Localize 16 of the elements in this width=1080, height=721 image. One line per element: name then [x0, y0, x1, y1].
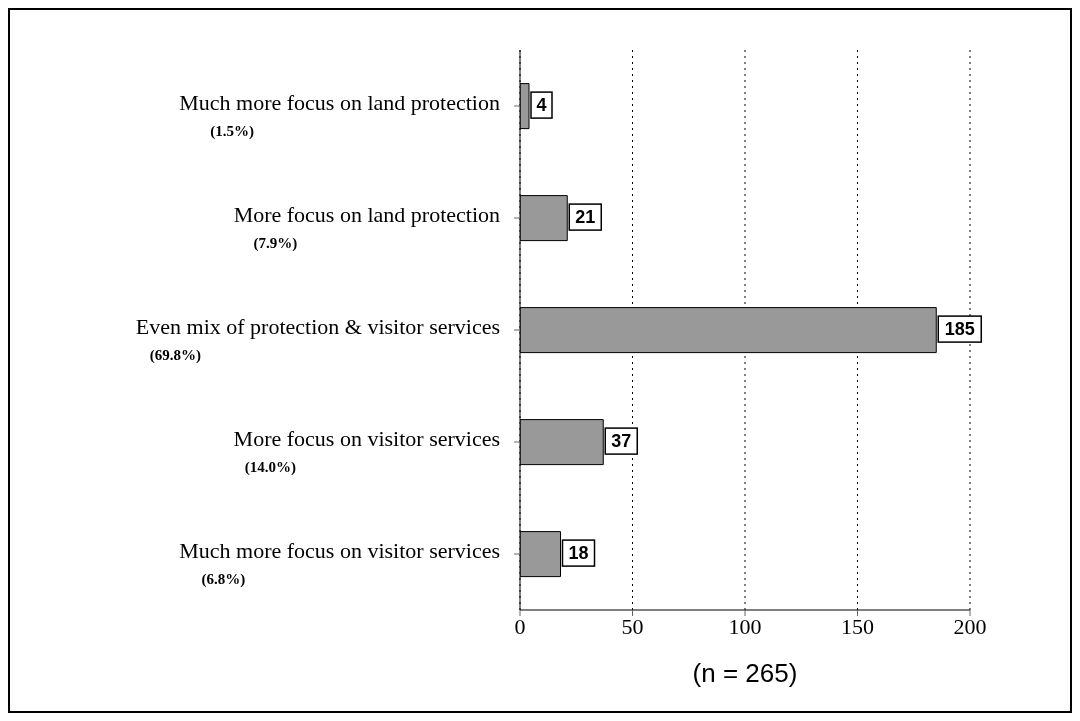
y-tick-label: Even mix of protection & visitor services (69.8%): [135, 314, 500, 364]
x-axis-title: (n = 265): [692, 658, 798, 688]
y-tick-label: Much more focus on land protection (1.5%): [179, 90, 500, 140]
x-tick-label: 50: [621, 613, 644, 639]
x-tick-label: 200: [953, 613, 987, 639]
x-tick-label: 150: [841, 613, 874, 639]
data-label: 37: [611, 431, 632, 452]
data-label: 185: [944, 319, 975, 340]
data-label: 18: [568, 543, 589, 564]
y-tick-label: Much more focus on visitor services (6.8%): [179, 538, 500, 588]
x-tick-label: 100: [728, 613, 762, 639]
data-label: 4: [536, 95, 547, 116]
y-tick-label: More focus on visitor services (14.0%): [233, 426, 500, 476]
y-tick-label: More focus on land protection (7.9%): [233, 202, 500, 252]
x-tick-label: 0: [514, 613, 526, 639]
data-label: 21: [575, 207, 596, 228]
